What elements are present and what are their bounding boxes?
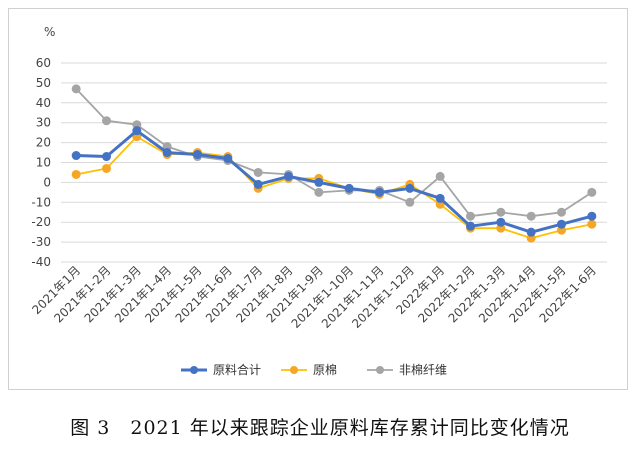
y-tick-label: 60	[36, 56, 51, 70]
y-tick-label: 50	[36, 76, 51, 90]
data-point	[405, 197, 415, 207]
data-point	[284, 171, 293, 181]
data-point	[132, 126, 142, 136]
series-2	[71, 132, 597, 243]
series-line	[76, 129, 593, 234]
data-point	[587, 211, 597, 221]
data-point	[435, 193, 445, 203]
y-unit-label: %	[44, 25, 55, 39]
legend: 原料合计 原棉 非棉纤维	[181, 362, 447, 377]
data-point	[71, 151, 81, 161]
data-point	[466, 211, 475, 221]
data-point	[102, 163, 111, 173]
data-point	[557, 207, 566, 217]
data-point	[253, 179, 263, 189]
y-tick-label: 10	[36, 156, 51, 170]
data-point	[405, 183, 415, 193]
legend-item: 原棉	[281, 363, 337, 377]
legend-item: 原料合计	[181, 362, 261, 377]
data-point	[314, 177, 324, 187]
data-point	[253, 167, 263, 177]
data-point	[223, 154, 233, 164]
series-3	[71, 84, 597, 221]
data-point	[435, 171, 445, 181]
y-tick-label: 20	[36, 136, 51, 150]
data-point	[71, 169, 81, 179]
chart-frame: % -40 -30 -20 -10 0 10 20 30 40 50 60 2021年1月 2021年…	[8, 8, 628, 390]
data-point	[526, 227, 536, 237]
legend-swatch-marker	[190, 366, 198, 374]
x-axis-ticks: 2021年1月2021年1-2月2021年1-3月2021年1-4月2021年1…	[29, 263, 599, 331]
data-point	[344, 183, 354, 193]
data-point	[314, 187, 324, 197]
data-point	[466, 221, 475, 231]
legend-item: 非棉纤维	[367, 363, 447, 377]
y-tick-label: -10	[31, 195, 51, 209]
grid-layer	[61, 62, 607, 263]
data-point	[102, 152, 111, 162]
series-1	[71, 126, 597, 237]
data-point	[162, 148, 172, 158]
series-line	[75, 88, 593, 218]
y-tick-label: -20	[31, 215, 51, 229]
legend-swatch-marker	[290, 366, 298, 374]
y-tick-label: 40	[36, 96, 51, 110]
y-tick-label: -30	[31, 235, 51, 249]
data-point	[496, 207, 506, 217]
data-point	[526, 211, 536, 221]
y-tick-label: 0	[43, 175, 51, 189]
data-point	[496, 217, 506, 227]
legend-label: 原棉	[313, 363, 337, 377]
figure-caption: 图 3 2021 年以来跟踪企业原料库存累计同比变化情况	[70, 417, 570, 439]
line-chart: % -40 -30 -20 -10 0 10 20 30 40 50 60 2021年1月2021年…	[29, 25, 607, 377]
y-tick-label: 30	[36, 116, 51, 130]
data-point	[557, 219, 566, 229]
y-axis-ticks: -40 -30 -20 -10 0 10 20 30 40 50 60	[31, 56, 51, 269]
series-layer	[71, 84, 597, 243]
data-point	[71, 84, 81, 94]
data-point	[375, 187, 384, 197]
legend-swatch-marker	[376, 366, 384, 374]
legend-label: 原料合计	[213, 362, 261, 377]
data-point	[193, 150, 202, 160]
series-line	[76, 135, 592, 240]
legend-label: 非棉纤维	[399, 363, 447, 377]
data-point	[102, 116, 111, 126]
data-point	[587, 187, 597, 197]
data-point	[587, 219, 597, 229]
y-tick-label: -40	[31, 255, 51, 269]
